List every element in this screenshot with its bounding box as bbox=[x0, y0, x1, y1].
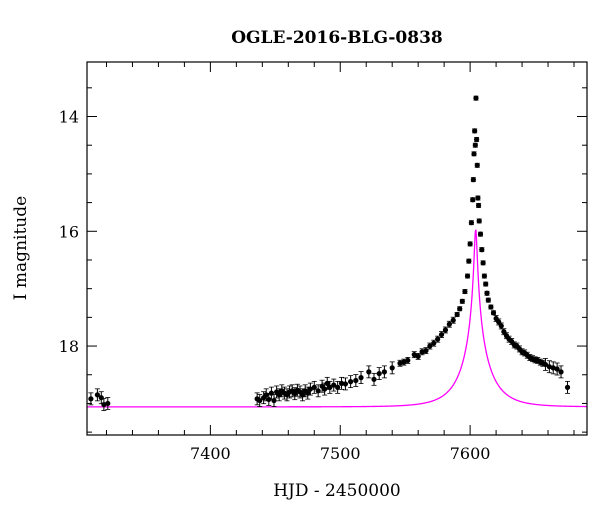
x-tick-label: 7600 bbox=[450, 444, 491, 463]
data-point bbox=[289, 384, 295, 398]
data-point bbox=[479, 247, 485, 253]
data-point bbox=[475, 195, 481, 201]
data-points bbox=[88, 95, 571, 411]
data-point bbox=[411, 351, 417, 359]
data-point bbox=[472, 142, 478, 148]
data-point bbox=[450, 316, 456, 324]
data-point bbox=[438, 331, 445, 338]
data-point bbox=[462, 288, 468, 295]
data-point bbox=[481, 273, 488, 279]
chart-title: OGLE-2016-BLG-0838 bbox=[231, 28, 443, 48]
data-point bbox=[467, 241, 473, 247]
axis-ticks: 7400 7500 7600 14 16 18 bbox=[59, 62, 587, 463]
data-point bbox=[397, 359, 403, 367]
data-point bbox=[446, 320, 452, 328]
model-curve bbox=[87, 229, 587, 408]
data-point bbox=[484, 290, 490, 296]
x-tick-label: 7400 bbox=[190, 444, 231, 463]
y-tick-label: 16 bbox=[59, 222, 79, 241]
data-point bbox=[331, 378, 337, 392]
data-point bbox=[315, 384, 321, 398]
data-point bbox=[488, 304, 494, 310]
data-point bbox=[94, 388, 100, 402]
data-point bbox=[431, 339, 437, 347]
data-point bbox=[405, 356, 411, 364]
data-point bbox=[105, 397, 111, 410]
data-point bbox=[335, 380, 341, 394]
data-point bbox=[257, 394, 263, 407]
data-point bbox=[419, 348, 425, 356]
plot-area: 7400 7500 7600 14 16 18 bbox=[59, 61, 588, 463]
data-point bbox=[299, 388, 306, 402]
data-point bbox=[480, 260, 486, 266]
data-point bbox=[475, 202, 482, 209]
data-point bbox=[474, 136, 480, 143]
data-point bbox=[389, 361, 395, 375]
data-point bbox=[483, 281, 489, 287]
data-point bbox=[88, 392, 94, 406]
data-point bbox=[550, 361, 556, 375]
y-tick-label: 18 bbox=[59, 337, 79, 356]
data-point bbox=[101, 398, 107, 411]
data-point bbox=[470, 197, 476, 203]
data-point bbox=[464, 273, 471, 279]
x-tick-label: 7500 bbox=[320, 444, 361, 463]
data-point bbox=[490, 310, 497, 316]
data-point bbox=[423, 347, 429, 355]
data-point bbox=[473, 95, 479, 101]
data-point bbox=[564, 380, 571, 394]
data-point bbox=[542, 358, 549, 371]
y-tick-label: 14 bbox=[59, 108, 79, 127]
data-point bbox=[509, 338, 515, 345]
data-point bbox=[435, 335, 441, 343]
data-point bbox=[485, 297, 491, 303]
data-point bbox=[471, 151, 477, 157]
data-point bbox=[271, 394, 277, 407]
plot-frame bbox=[86, 61, 588, 436]
y-axis-label: I magnitude bbox=[11, 196, 31, 300]
data-point bbox=[474, 162, 480, 168]
data-point bbox=[470, 177, 476, 183]
data-point bbox=[366, 365, 372, 379]
data-point bbox=[342, 377, 349, 391]
data-point bbox=[415, 352, 421, 360]
data-point bbox=[468, 220, 475, 226]
data-point bbox=[546, 360, 552, 374]
data-point bbox=[522, 349, 528, 357]
data-point bbox=[307, 382, 313, 396]
data-point bbox=[376, 367, 382, 380]
data-point bbox=[348, 375, 354, 389]
data-point bbox=[327, 380, 333, 394]
data-point bbox=[442, 326, 449, 334]
data-point bbox=[554, 362, 560, 376]
data-point bbox=[338, 376, 345, 390]
model-layer bbox=[87, 229, 587, 408]
data-point bbox=[454, 311, 460, 318]
data-point bbox=[457, 306, 463, 312]
data-point bbox=[371, 372, 377, 386]
data-point bbox=[466, 258, 472, 264]
data-point bbox=[459, 298, 465, 304]
data-point bbox=[358, 371, 364, 385]
data-point bbox=[353, 374, 359, 387]
data-point bbox=[311, 380, 317, 394]
data-point bbox=[477, 231, 484, 237]
x-axis-label: HJD - 2450000 bbox=[273, 481, 401, 501]
data-point bbox=[558, 365, 564, 379]
data-point bbox=[472, 128, 478, 134]
data-point bbox=[98, 391, 104, 405]
data-point bbox=[476, 218, 482, 224]
data-point bbox=[381, 365, 388, 379]
